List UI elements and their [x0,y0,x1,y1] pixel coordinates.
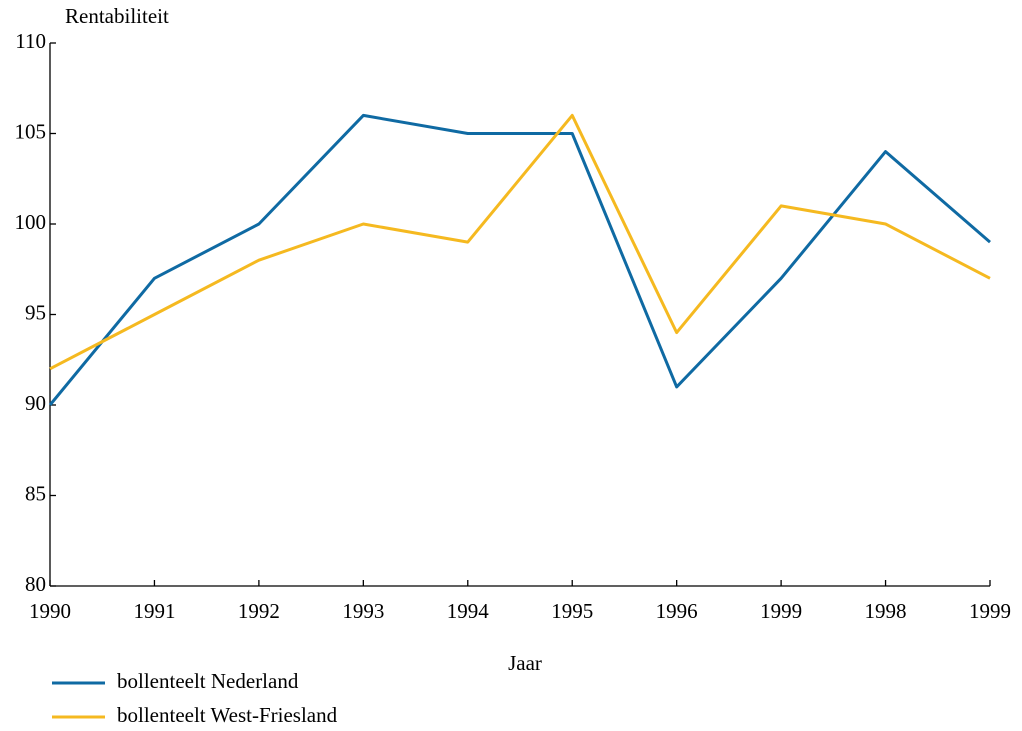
x-tick-label: 1994 [447,599,490,623]
x-tick-label: 1996 [656,599,698,623]
legend-label: bollenteelt Nederland [117,669,299,693]
x-tick-label: 1991 [133,599,175,623]
x-tick-label: 1998 [865,599,907,623]
y-tick-label: 110 [15,29,46,53]
y-tick-label: 80 [25,572,46,596]
x-tick-label: 1999 [760,599,802,623]
legend-label: bollenteelt West-Friesland [117,703,338,727]
y-tick-label: 105 [15,119,47,143]
x-axis-label: Jaar [508,651,542,675]
chart-title: Rentabiliteit [65,4,169,28]
x-tick-label: 1999 [969,599,1011,623]
x-tick-label: 1995 [551,599,593,623]
x-tick-label: 1993 [342,599,384,623]
x-tick-label: 1990 [29,599,71,623]
y-tick-label: 90 [25,391,46,415]
y-tick-label: 85 [25,481,46,505]
y-tick-label: 95 [25,300,46,324]
y-tick-label: 100 [15,210,47,234]
x-tick-label: 1992 [238,599,280,623]
series-line [48,113,991,406]
series-line [49,113,991,371]
